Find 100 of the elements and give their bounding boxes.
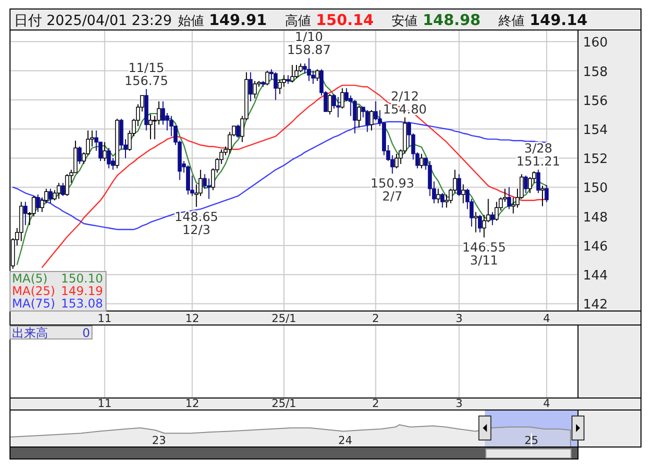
candlestick <box>60 182 65 196</box>
candlestick <box>106 147 111 169</box>
text: 出来高 <box>12 326 48 340</box>
candlestick <box>370 110 374 131</box>
annotation: 3/11 <box>470 252 498 268</box>
candlestick <box>44 188 48 204</box>
category-label: 12 <box>185 397 200 410</box>
text: 終値 <box>498 14 525 29</box>
annotation: 1/10 <box>294 29 324 44</box>
candlestick <box>474 211 478 233</box>
candlestick <box>507 186 512 210</box>
category-label: 11 <box>98 397 112 410</box>
text: 高値 <box>284 13 311 29</box>
candlestick <box>420 153 424 169</box>
text: 150.14 <box>316 11 374 29</box>
text: 149.14 <box>530 11 588 29</box>
annotation: 11/15 <box>128 60 164 75</box>
candlestick <box>294 64 298 79</box>
candlestick <box>436 188 440 204</box>
x-tick-label: 25 <box>524 434 538 447</box>
text: 149.91 <box>208 11 267 29</box>
x-tick-label: 2 <box>372 312 380 325</box>
candlestick <box>352 99 357 134</box>
candlestick <box>52 190 57 201</box>
candlestick <box>165 112 170 131</box>
annotation: 146.55 <box>462 239 506 254</box>
y-tick-label: 152 <box>583 152 608 168</box>
candlestick <box>315 68 320 82</box>
candlestick <box>252 80 257 99</box>
text: 安値 <box>392 13 418 29</box>
candlestick <box>102 142 107 162</box>
category-label: 3 <box>456 397 463 410</box>
candlestick <box>36 194 40 212</box>
candlestick <box>48 188 52 204</box>
x-tick-label: 25/1 <box>272 312 296 325</box>
x-tick-label: 4 <box>543 312 550 325</box>
annotation: 153.08 <box>61 296 103 310</box>
y-tick-label: 156 <box>583 94 608 109</box>
series-label: MA(5) <box>12 272 48 286</box>
y-tick-label: 148 <box>583 210 608 226</box>
candlestick <box>328 94 332 115</box>
candlestick <box>274 72 278 100</box>
annotation: 149.19 <box>61 284 103 298</box>
candlestick <box>290 64 294 83</box>
candlestick <box>202 174 207 190</box>
y-tick-label: 144 <box>583 268 608 284</box>
x-tick-label: 11 <box>98 312 112 325</box>
candlestick <box>440 192 444 208</box>
candlestick <box>536 169 540 194</box>
annotation: 151.21 <box>516 154 560 169</box>
candlestick <box>540 185 544 207</box>
candlestick <box>306 58 311 82</box>
candlestick <box>236 124 240 138</box>
candlestick <box>374 100 378 121</box>
y-tick-label: 154 <box>583 123 608 138</box>
candlestick <box>524 175 528 194</box>
y-tick-label: 146 <box>583 239 608 254</box>
candlestick <box>32 195 36 217</box>
candlestick <box>544 184 549 203</box>
annotation: 3/28 <box>524 140 552 156</box>
candlestick <box>78 146 82 164</box>
candlestick <box>482 214 486 238</box>
x-tick-label: 24 <box>338 434 352 447</box>
y-tick-label: 158 <box>583 64 608 80</box>
annotation: 2/7 <box>382 188 402 204</box>
annotation: 2/12 <box>390 88 419 104</box>
candlestick <box>156 100 161 126</box>
x-tick-label: 3 <box>456 312 463 325</box>
candlestick <box>148 114 153 140</box>
candlestick <box>336 96 340 118</box>
category-label: 25/1 <box>272 397 296 410</box>
candlestick <box>461 184 466 204</box>
annotation: 156.75 <box>124 72 168 88</box>
candlestick <box>56 182 61 200</box>
annotation: 150.93 <box>370 176 414 191</box>
candlestick <box>478 214 482 233</box>
candlestick <box>490 211 494 226</box>
annotation: 150.10 <box>61 272 103 286</box>
series-label: MA(25) <box>12 284 56 298</box>
candlestick <box>206 178 211 200</box>
category-label: 2 <box>372 397 380 410</box>
annotation: 12/3 <box>182 222 210 237</box>
y-tick-label: 142 <box>583 298 608 313</box>
candlestick <box>65 174 70 196</box>
y-tick-label: 160 <box>583 36 608 51</box>
candlestick <box>23 201 28 226</box>
candlestick <box>394 153 399 169</box>
candlestick <box>390 154 394 174</box>
text: 148.98 <box>422 11 481 29</box>
y-tick-label: 150 <box>583 181 608 196</box>
candlestick <box>340 88 344 110</box>
x-tick-label: 12 <box>185 312 200 325</box>
annotation: 148.65 <box>174 208 218 224</box>
candlestick <box>365 110 370 132</box>
candlestick <box>278 79 282 95</box>
candlestick <box>186 164 190 196</box>
candlestick <box>357 105 362 128</box>
candlestick <box>494 201 499 222</box>
candlestick <box>248 72 253 102</box>
text: MA(75) <box>12 296 56 310</box>
